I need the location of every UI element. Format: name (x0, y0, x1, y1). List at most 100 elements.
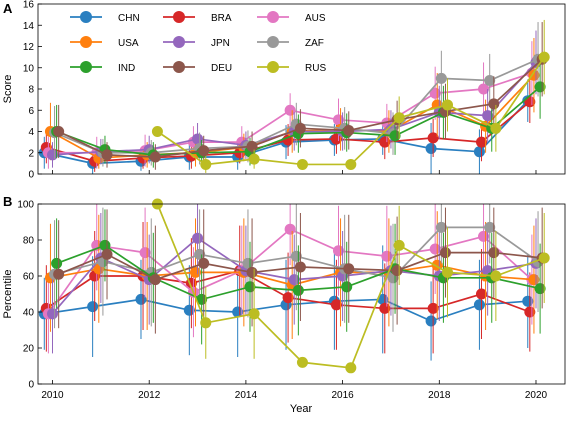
data-point (284, 223, 296, 235)
data-point (341, 281, 353, 293)
panel-b-frame (37, 203, 566, 385)
panel-b-series-deu (53, 207, 548, 334)
data-point (429, 87, 441, 99)
panel-a-series-rus (151, 19, 550, 173)
panel-b-y-tick-label: 100 (17, 200, 34, 211)
data-point (330, 299, 342, 311)
data-point (246, 266, 258, 278)
data-point (101, 149, 113, 161)
legend-item-jpn: JPN (163, 36, 230, 49)
legend-marker (173, 61, 185, 73)
data-point (379, 136, 391, 148)
data-point (478, 230, 490, 242)
data-point (425, 143, 437, 154)
panel-a-series (38, 19, 550, 174)
legend: CHN BRA AUS USA JPN ZAF IND DEU RUS (70, 11, 326, 74)
panel-b-x-tick-label: 2018 (428, 390, 451, 401)
data-point (194, 248, 206, 260)
legend-label: JPN (211, 38, 230, 49)
panel-a-y-tick-label: 0 (28, 170, 34, 181)
data-point (200, 317, 212, 329)
data-point (427, 302, 439, 314)
data-point (248, 153, 260, 165)
data-point (534, 81, 546, 93)
legend-item-ind: IND (70, 61, 135, 74)
legend-label: DEU (211, 63, 232, 74)
data-point (482, 110, 494, 122)
panel-b-series (38, 198, 550, 374)
panel-a-letter: A (3, 1, 13, 16)
data-point (484, 75, 496, 86)
data-point (196, 293, 208, 305)
data-point (151, 126, 163, 137)
panel-b-letter: B (3, 194, 12, 209)
data-point (183, 304, 195, 316)
legend-marker (80, 11, 92, 23)
legend-item-aus: AUS (257, 11, 326, 24)
panel-a-y-tick-label: 8 (28, 85, 34, 96)
data-point (522, 295, 534, 307)
legend-item-bra: BRA (163, 11, 232, 24)
legend-item-zaf: ZAF (257, 36, 324, 49)
data-point (538, 252, 550, 264)
panel-b-x-tick-label: 2010 (41, 390, 64, 401)
data-point (135, 293, 147, 305)
panel-b-y-tick-label: 60 (23, 272, 35, 283)
panel-b-series-rus (151, 198, 550, 374)
data-point (200, 158, 212, 170)
data-point (242, 257, 254, 269)
legend-label: IND (118, 63, 135, 74)
data-point (53, 268, 65, 280)
panel-a-y-axis: 0 2 4 6 8 10 12 14 16 (23, 0, 42, 181)
data-point (393, 112, 405, 124)
data-point (149, 274, 161, 286)
data-point (53, 126, 65, 137)
data-point (484, 221, 496, 233)
data-point (442, 266, 454, 278)
panel-b-y-tick-label: 0 (28, 380, 34, 391)
data-point (139, 247, 151, 259)
legend-marker (173, 36, 185, 48)
data-point (343, 263, 355, 275)
data-point (488, 247, 500, 259)
data-point (296, 356, 308, 368)
data-point (198, 145, 210, 157)
data-point (442, 99, 454, 111)
data-point (345, 362, 357, 374)
data-point (528, 69, 540, 81)
data-point (478, 83, 490, 95)
data-point (435, 221, 447, 233)
legend-marker (80, 36, 92, 48)
data-point (429, 243, 441, 255)
data-point (524, 306, 536, 318)
panel-b-x-tick-label: 2014 (235, 390, 258, 401)
panel-b-x-tick-label: 2016 (331, 390, 354, 401)
data-point (149, 151, 161, 163)
data-point (475, 136, 487, 148)
data-point (290, 250, 302, 262)
legend-label: RUS (305, 63, 326, 74)
data-point (99, 239, 111, 251)
data-point (87, 301, 99, 313)
data-point (248, 308, 260, 320)
data-point (391, 265, 403, 277)
data-point (538, 51, 550, 63)
panel-b-y-tick-label: 20 (23, 344, 35, 355)
data-point (101, 248, 113, 260)
data-point (244, 281, 256, 293)
data-point (294, 261, 306, 273)
panel-b-y-tick-label: 80 (23, 236, 35, 247)
data-point (389, 130, 401, 142)
data-point (381, 250, 393, 262)
panel-b-x-axis: 2010 2012 2014 2016 2018 2020 (41, 380, 548, 401)
panel-a-y-tick-label: 14 (23, 21, 35, 32)
data-point (51, 257, 63, 269)
data-point (427, 132, 439, 144)
data-point (473, 146, 485, 158)
data-point (425, 315, 437, 327)
data-point (475, 288, 487, 300)
panel-b-x-tick-label: 2020 (525, 390, 548, 401)
panel-b-y-axis-label: Percentile (2, 270, 14, 319)
